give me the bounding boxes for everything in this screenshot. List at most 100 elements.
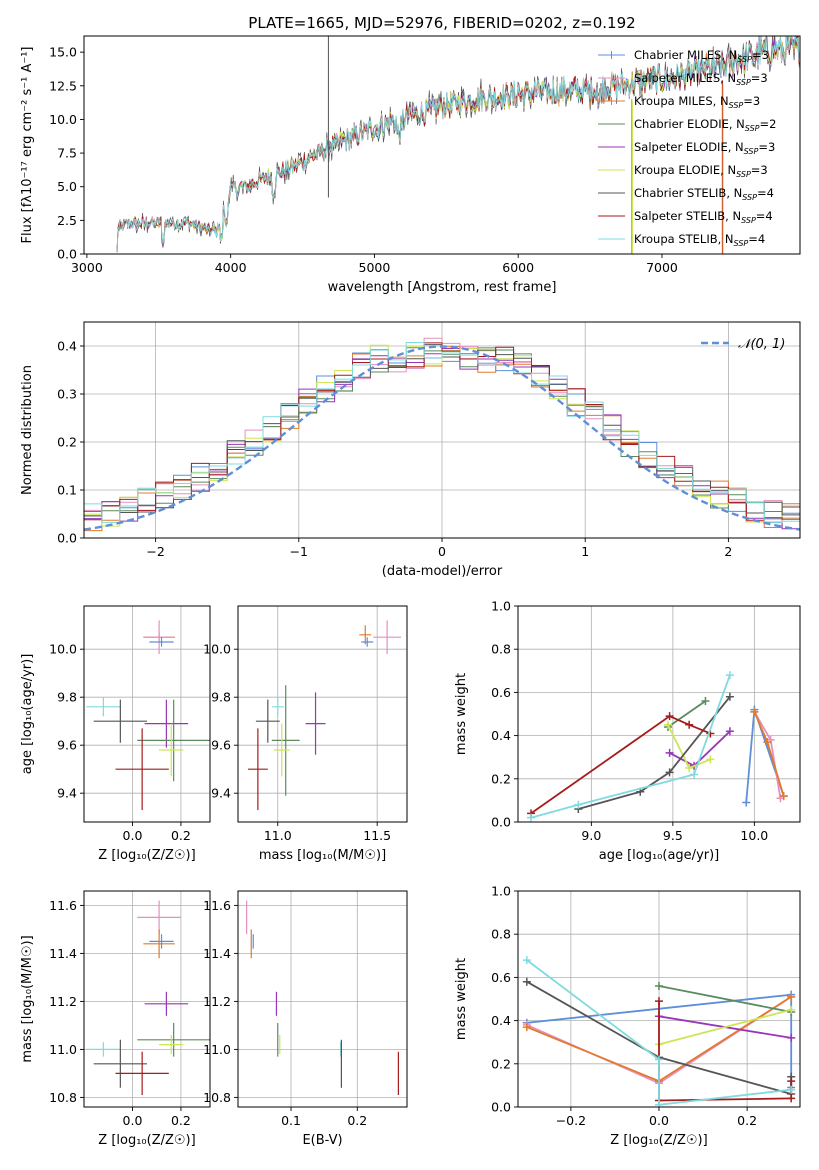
weight-point-marker — [663, 720, 672, 729]
weight-point-marker — [750, 707, 759, 716]
y-tick-label: 0.2 — [57, 435, 77, 450]
age-vs-mass-panel: 11.0 11.5 9.4 9.6 9.8 10.0 mass [log₁₀(M/M☉)] — [203, 605, 408, 863]
errorbar-point — [137, 1023, 210, 1057]
x-tick-label: 5000 — [359, 260, 391, 275]
legend-label: Kroupa STELIB, NSSP=4 — [634, 232, 765, 248]
x-tick-label: 11.5 — [363, 828, 391, 843]
x-axis-label: Z [log₁₀(Z/Z☉)] — [98, 848, 195, 863]
x-tick-label: −0.2 — [556, 1113, 586, 1128]
plot-area — [86, 900, 210, 1095]
weight-point-marker — [701, 697, 710, 706]
weight-point-marker — [665, 712, 674, 721]
weight-series-line — [526, 959, 792, 1106]
errorbar-point — [144, 991, 189, 1016]
y-tick-label: 9.4 — [57, 786, 77, 801]
x-tick-label: 9.0 — [581, 828, 601, 843]
x-tick-label: 2 — [724, 544, 732, 559]
y-tick-label: 5.0 — [57, 179, 77, 194]
weight-point-marker — [665, 748, 674, 757]
y-tick-label: 10.8 — [49, 1090, 77, 1105]
y-tick-label: 10.0 — [203, 642, 231, 657]
errorbar-point — [359, 625, 372, 645]
weight-series-line — [658, 1008, 792, 1046]
y-tick-label: 11.4 — [203, 946, 231, 961]
age-vs-metallicity-panel: 0.0 0.2 9.4 9.6 9.8 10.0 Z [log₁₀(Z/Z☉)] age [l… — [20, 605, 211, 863]
weight-series-line — [658, 1001, 793, 1102]
axes-frame — [237, 605, 408, 823]
axes-frame — [237, 890, 408, 1108]
y-tick-label: 11.2 — [203, 994, 231, 1009]
errorbar-point — [149, 637, 174, 647]
y-tick-label: 0.0 — [57, 531, 77, 546]
weight-vs-age-panel: 9.0 9.5 10.0 0.0 0.2 0.4 0.6 0.8 1.0 age [log₁₀(a… — [454, 599, 801, 863]
y-tick-label: 9.8 — [57, 690, 77, 705]
y-tick-label: 9.6 — [57, 738, 77, 753]
weight-point-marker — [725, 727, 734, 736]
y-tick-label: 0.0 — [491, 1100, 511, 1115]
spectrum-series-line — [116, 36, 800, 252]
x-tick-label: −2 — [146, 544, 164, 559]
weight-series-line — [530, 715, 711, 815]
errorbar-point — [137, 699, 210, 782]
plot-area — [246, 900, 399, 1095]
errorbar-point — [271, 685, 300, 796]
spectrum-series-line — [116, 36, 800, 251]
weight-point-marker — [655, 982, 663, 991]
errorbar-point — [115, 1051, 169, 1095]
y-tick-label: 2.5 — [57, 213, 77, 228]
y-tick-label: 1.0 — [491, 884, 511, 899]
weight-series-line — [753, 711, 782, 799]
residuals-histogram-panel: 𝒩(0, 1) −2 −1 0 1 2 0.0 0.1 0.2 0.3 0.4 (data-model… — [20, 321, 801, 579]
errorbar-point — [86, 1042, 121, 1057]
x-tick-label: 3000 — [71, 260, 103, 275]
plot-area — [116, 36, 800, 254]
weight-point-marker — [655, 1100, 663, 1107]
weight-point-marker — [706, 755, 715, 764]
weight-point-marker — [787, 1005, 796, 1014]
x-tick-label: 0.1 — [281, 1113, 301, 1128]
y-tick-label: 11.0 — [203, 1042, 231, 1057]
legend-label: Chabrier MILES, NSSP=3 — [634, 48, 769, 64]
y-tick-label: 0.1 — [57, 483, 77, 498]
legend-label: Chabrier STELIB, NSSP=4 — [634, 186, 774, 202]
y-tick-label: 7.5 — [57, 146, 77, 161]
weight-point-marker — [522, 977, 531, 986]
y-tick-label: 9.4 — [211, 786, 231, 801]
errorbar-point — [93, 699, 147, 743]
weight-series-line — [578, 696, 731, 810]
weight-series-line — [667, 700, 707, 728]
errorbar-point — [86, 697, 121, 717]
errorbar-point — [247, 728, 268, 810]
x-axis-label: age [log₁₀(age/yr)] — [599, 848, 720, 863]
weight-point-marker — [787, 1085, 796, 1094]
weight-point-marker — [787, 992, 796, 1001]
errorbar-point — [159, 723, 184, 777]
x-axis-label: (data-model)/error — [382, 564, 503, 579]
y-tick-label: 0.2 — [491, 1056, 511, 1071]
x-axis-label: mass [log₁₀(M/M☉)] — [259, 848, 386, 863]
errorbar-point — [305, 692, 326, 755]
weight-point-marker — [522, 956, 531, 965]
legend-label: Kroupa MILES, NSSP=3 — [634, 94, 760, 110]
x-tick-label: 0.2 — [171, 1113, 191, 1128]
weight-point-marker — [690, 770, 699, 779]
errorbar-point — [137, 900, 181, 935]
weight-point-marker — [685, 764, 694, 772]
errorbar-point — [159, 1035, 184, 1055]
mass-vs-metallicity-panel: 0.0 0.2 10.8 11.0 11.2 11.4 11.6 Z [log₁₀(Z/Z☉)… — [20, 890, 211, 1148]
errorbar-point — [273, 723, 290, 777]
y-tick-label: 15.0 — [49, 45, 77, 60]
legend-label: Kroupa ELODIE, NSSP=3 — [634, 163, 768, 179]
x-tick-label: 11.0 — [264, 828, 292, 843]
weight-point-marker — [725, 671, 734, 680]
y-tick-label: 0.6 — [491, 685, 511, 700]
x-tick-label: 0 — [438, 544, 446, 559]
weight-series-line — [530, 674, 731, 819]
weight-point-marker — [655, 1055, 663, 1064]
weight-point-marker — [655, 997, 663, 1006]
plot-area — [527, 671, 788, 822]
axes-frame — [83, 35, 801, 255]
chart-title: PLATE=1665, MJD=52976, FIBERID=0202, z=0… — [248, 14, 635, 32]
legend-label: Chabrier ELODIE, NSSP=2 — [634, 117, 776, 133]
